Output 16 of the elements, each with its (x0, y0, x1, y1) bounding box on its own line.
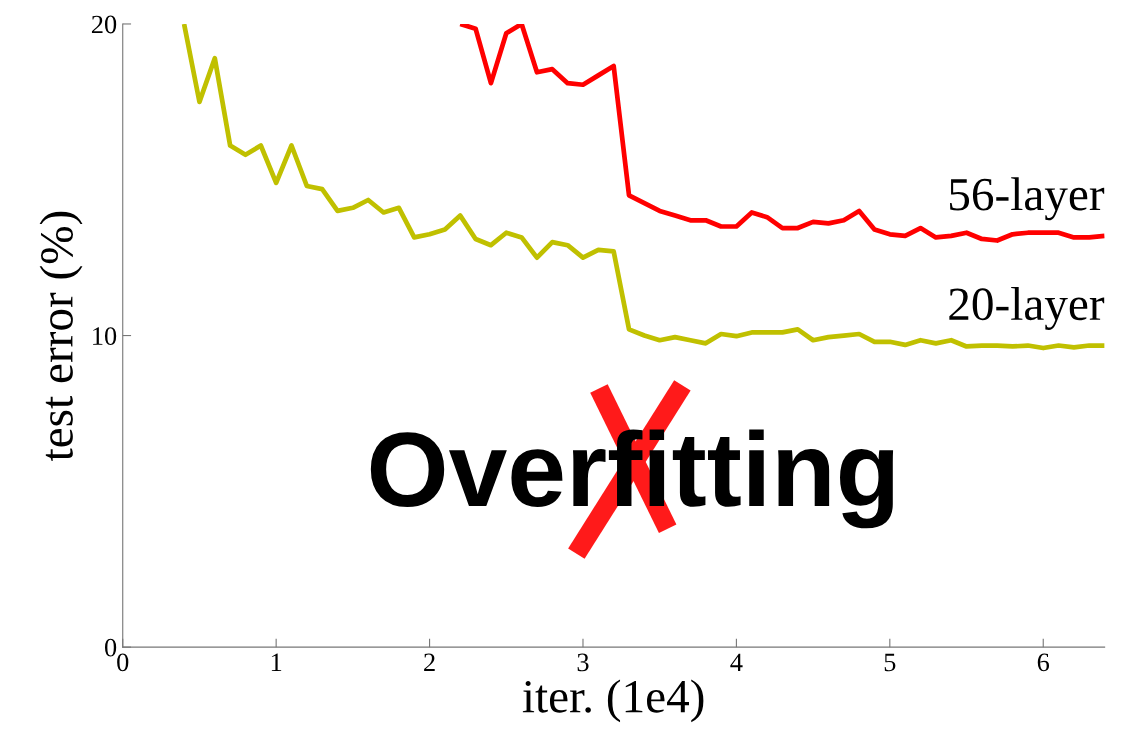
x-tick-label: 0 (117, 653, 129, 672)
y-axis-title: test error (%) (39, 211, 83, 461)
y-tick-label: 0 (104, 638, 117, 657)
x-tick-label: 5 (884, 653, 896, 672)
x-tick-label: 2 (424, 653, 435, 671)
x-axis-title: iter. (1e4) (522, 679, 704, 723)
series-label: 20-layer (949, 286, 1105, 330)
line-series (181, 23, 1105, 351)
x-tick-label: 6 (1037, 653, 1050, 672)
y-tick-label: 20 (91, 15, 117, 34)
x-tick-label: 3 (577, 653, 589, 672)
series-label: 56-layer (950, 177, 1105, 221)
x-tick-label: 4 (730, 653, 743, 671)
y-tick-label: 10 (93, 327, 117, 345)
x-tick-label: 1 (271, 653, 282, 671)
line-series (457, 23, 1105, 243)
